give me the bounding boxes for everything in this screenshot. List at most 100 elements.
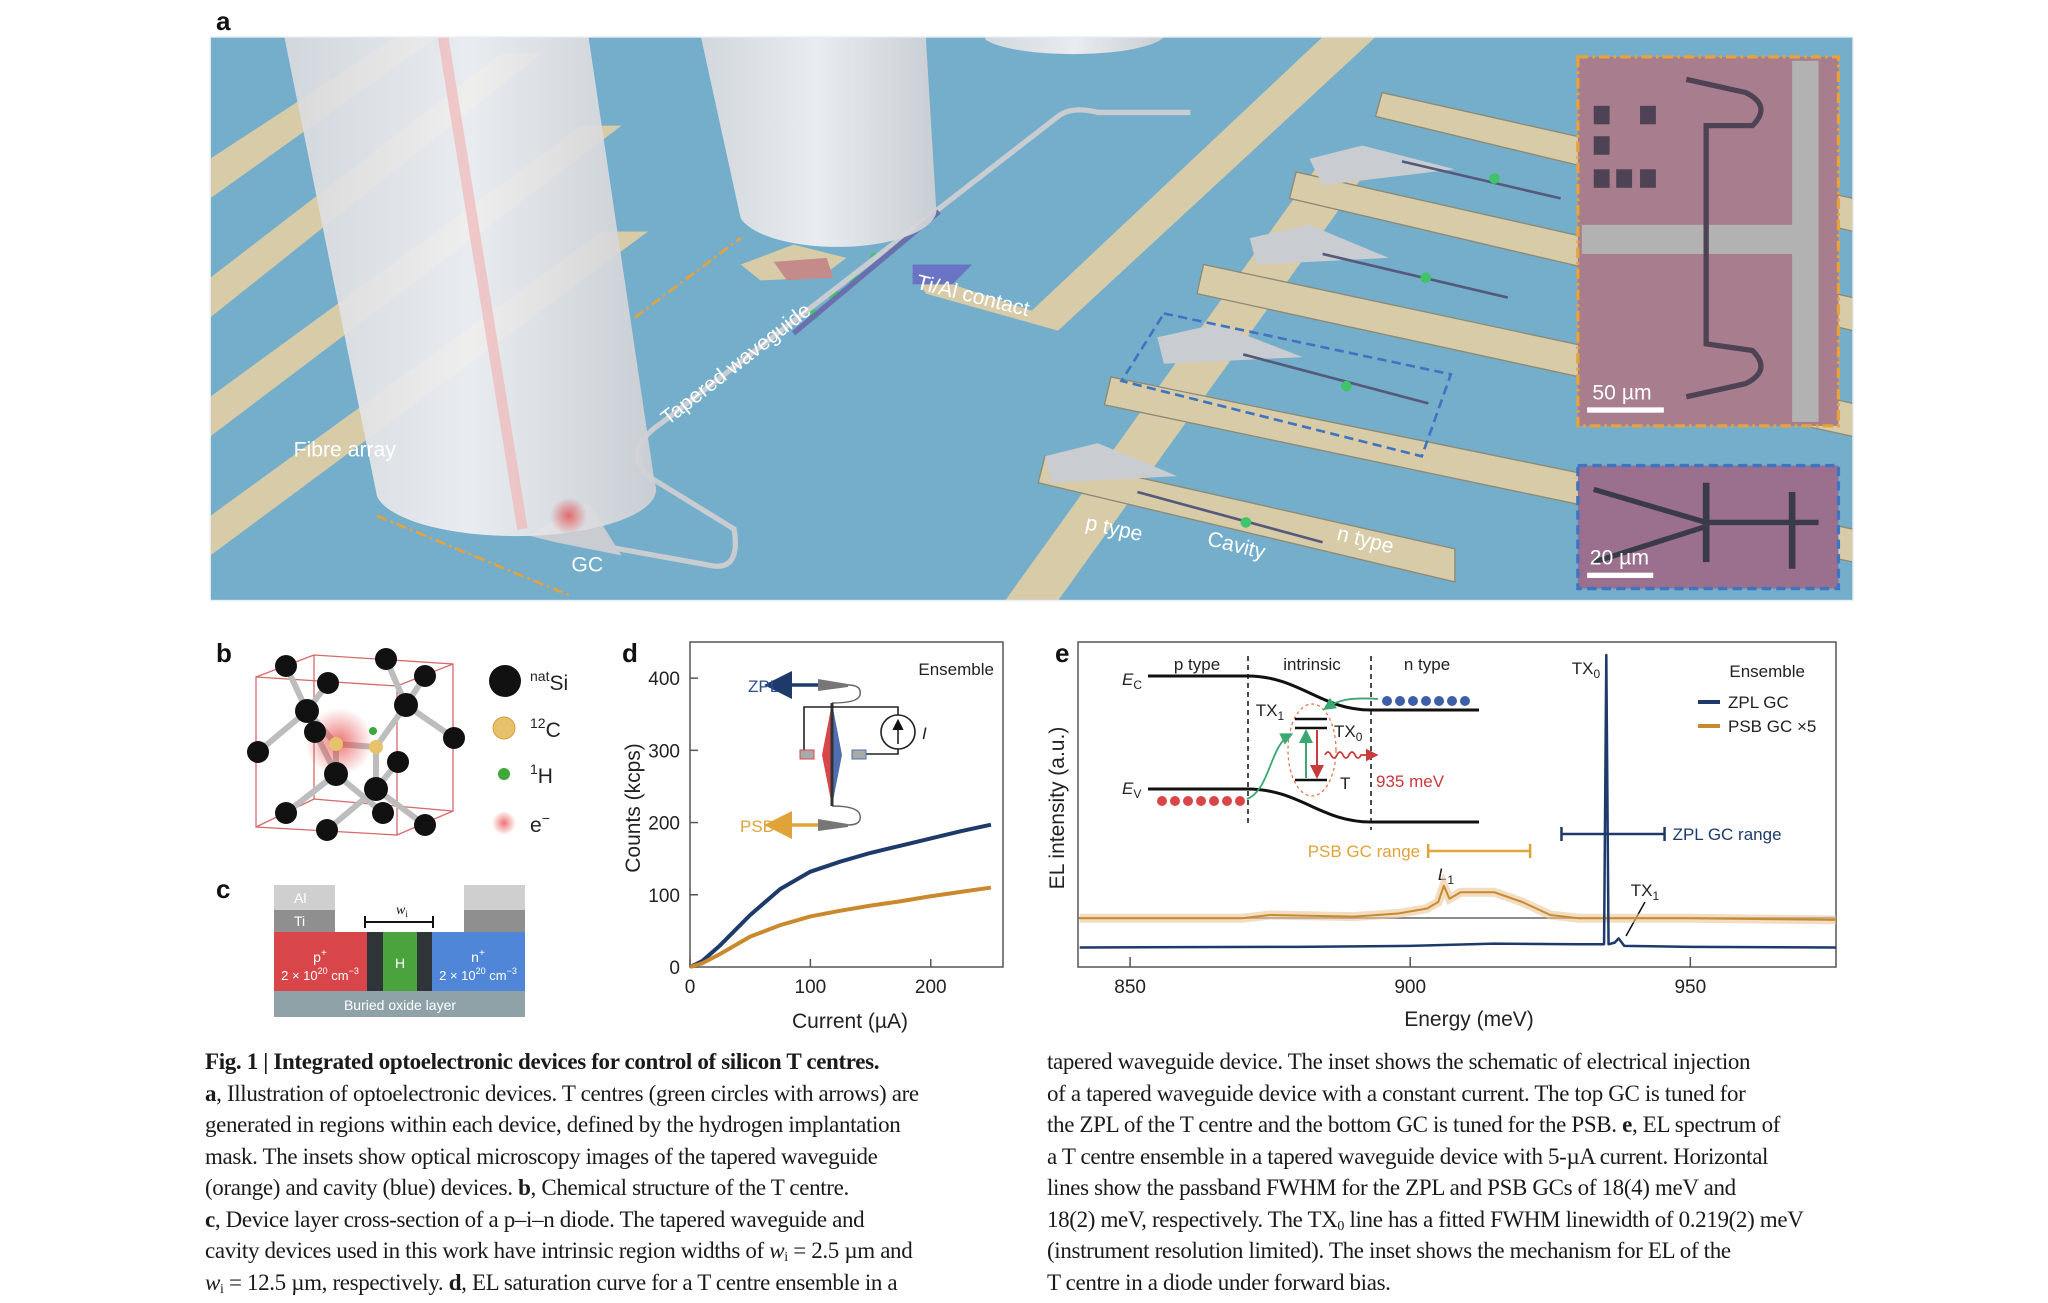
panel-d-saturation-chart: Ensemble Current (µA) Counts (kcps) I ZP… xyxy=(622,641,1004,1033)
series-line-psb-gc xyxy=(1079,884,1837,921)
band-diagram-inset: p type intrinsic n type EC EV TX1 TX0 T … xyxy=(1122,655,1479,830)
x-axis-label: Current (µA) xyxy=(792,1010,908,1033)
inset-orange-scale-label: 50 µm xyxy=(1592,381,1651,404)
caption-text: (orange) and cavity (blue) devices. xyxy=(205,1175,519,1200)
caption-text: , EL spectrum of xyxy=(1631,1112,1781,1137)
panel-label-e: e xyxy=(1055,638,1069,668)
legend-c: 12C xyxy=(530,715,561,742)
caption-line: the ZPL of the T centre and the bottom G… xyxy=(1047,1109,1867,1141)
orange-region-box xyxy=(376,514,570,597)
plot-frame xyxy=(1077,641,1837,968)
caption-text: the ZPL of the T centre and the bottom G… xyxy=(1047,1112,1623,1137)
caption-text: = 2.5 µm and xyxy=(787,1238,913,1263)
caption-line: cavity devices used in this work have in… xyxy=(205,1235,1025,1267)
tx1-label: TX1 xyxy=(1256,701,1285,723)
y-tick-label: 100 xyxy=(648,886,680,907)
t-label: T xyxy=(1340,774,1350,793)
al-layer xyxy=(274,885,335,910)
figure-caption-right: tapered waveguide device. The inset show… xyxy=(1047,1046,1867,1298)
caption-bold-text: d xyxy=(448,1269,462,1295)
x-tick-label: 850 xyxy=(1114,977,1146,998)
gc-range-bar xyxy=(1560,827,1666,841)
legend-c-icon xyxy=(492,716,516,740)
legend-electron: e− xyxy=(530,810,550,837)
caption-bold-text: c xyxy=(205,1206,215,1232)
grating-couplers xyxy=(529,145,1455,556)
tx1-peak-label: TX1 xyxy=(1631,881,1660,903)
caption-text: cavity devices used in this work have in… xyxy=(205,1238,770,1263)
caption-text: lines show the passband FWHM for the ZPL… xyxy=(1047,1175,1736,1200)
caption-text: (instrument resolution limited). The ins… xyxy=(1047,1238,1731,1263)
carbon-atom xyxy=(329,737,343,751)
ti-layer-right xyxy=(464,910,525,932)
caption-text: i xyxy=(220,1281,224,1297)
x-axis-label: Energy (meV) xyxy=(1404,1008,1534,1031)
caption-text: T centre in a diode under forward bias. xyxy=(1047,1269,1391,1295)
p-type-region xyxy=(773,257,834,281)
y-axis-label: EL intensity (a.u.) xyxy=(1046,727,1069,890)
caption-text: a T centre ensemble in a tapered wavegui… xyxy=(1047,1143,1769,1169)
intrinsic-label: intrinsic xyxy=(1283,655,1341,674)
inset-tapered-waveguide: 50 µm xyxy=(1576,55,1841,428)
transition-energy-label: 935 meV xyxy=(1376,772,1445,791)
inset-blue-scale-label: 20 µm xyxy=(1590,547,1649,570)
legend-si-icon xyxy=(489,665,521,697)
caption-text: = 12.5 µm, respectively. xyxy=(223,1269,449,1295)
x-tick-label: 100 xyxy=(795,977,827,998)
caption-text: generated in regions within each device,… xyxy=(205,1112,901,1137)
h-region xyxy=(383,932,417,991)
waveguide-loop xyxy=(831,684,861,826)
caption-line: of a tapered waveguide device with a con… xyxy=(1047,1078,1867,1110)
conduction-band xyxy=(1148,674,1479,712)
caption-text: mask. The insets show optical microscopy… xyxy=(205,1143,878,1169)
caption-line: generated in regions within each device,… xyxy=(205,1109,1025,1141)
silicon-atoms xyxy=(247,648,465,841)
legend-psb-gc: PSB GC ×5 xyxy=(1728,717,1816,736)
caption-line: Fig. 1 | Integrated optoelectronic devic… xyxy=(205,1046,1025,1078)
legend-electron-icon xyxy=(492,811,516,835)
ec-label: EC xyxy=(1122,670,1142,692)
n-pad xyxy=(851,749,867,760)
electron-capture-arrow xyxy=(1323,697,1379,710)
y-axis-label: Counts (kcps) xyxy=(622,743,645,873)
series-line-zpl xyxy=(689,822,992,969)
panel-a-frame xyxy=(209,36,1854,602)
n-region xyxy=(432,932,525,991)
panel-b-t-centre-structure: natSi 12C 1H e− xyxy=(247,648,568,841)
gc-range-bar xyxy=(1426,844,1532,858)
zpl-gc-range-label: ZPL GC range xyxy=(1673,825,1782,844)
legend-zpl-gc: ZPL GC xyxy=(1728,693,1789,712)
caption-text: , Chemical structure of the T centre. xyxy=(530,1175,850,1200)
panel-label-c: c xyxy=(216,874,230,904)
caption-line: (orange) and cavity (blue) devices. b, C… xyxy=(205,1172,1025,1204)
width-label: wi xyxy=(396,903,408,919)
caption-line: (instrument resolution limited). The ins… xyxy=(1047,1235,1867,1267)
intrinsic-region xyxy=(417,932,432,991)
ensemble-annotation: Ensemble xyxy=(1729,662,1805,681)
hole-capture-arrow xyxy=(1246,733,1294,800)
psb-raw-band xyxy=(1079,873,1837,925)
caption-line: 18(2) meV, respectively. The TX0 line ha… xyxy=(1047,1204,1867,1236)
caption-text: , Illustration of optoelectronic devices… xyxy=(216,1080,919,1106)
caption-text: , EL saturation curve for a T centre ens… xyxy=(461,1269,898,1295)
width-marker xyxy=(364,916,434,928)
l1-peak-label: L1 xyxy=(1438,865,1454,887)
panel-a-illustration: 50 µm 20 µm Fibre array GC Tapered waveg… xyxy=(209,36,1854,602)
circuit-wire xyxy=(803,706,899,755)
buried-oxide-layer xyxy=(274,991,525,1017)
caption-line: c, Device layer cross-section of a p–i–n… xyxy=(205,1204,1025,1236)
p-region xyxy=(274,932,367,991)
caption-text: tapered waveguide device. The inset show… xyxy=(1047,1049,1751,1074)
y-tick-label: 300 xyxy=(648,741,680,762)
caption-text: i xyxy=(784,1250,788,1265)
panel-label-d: d xyxy=(622,638,638,668)
fibre-array xyxy=(284,37,1164,537)
label-n-density: 2 × 1020 cm−3 xyxy=(439,966,517,983)
legend-h-icon xyxy=(498,768,510,780)
caption-text: line has a fitted FWHM linewidth of 0.21… xyxy=(1344,1206,1804,1232)
holes xyxy=(1157,796,1245,806)
valence-band xyxy=(1148,787,1479,824)
zpl-grating-icon xyxy=(818,679,848,691)
t-centre-region xyxy=(1287,703,1337,797)
cavity-devices xyxy=(1137,160,1561,544)
